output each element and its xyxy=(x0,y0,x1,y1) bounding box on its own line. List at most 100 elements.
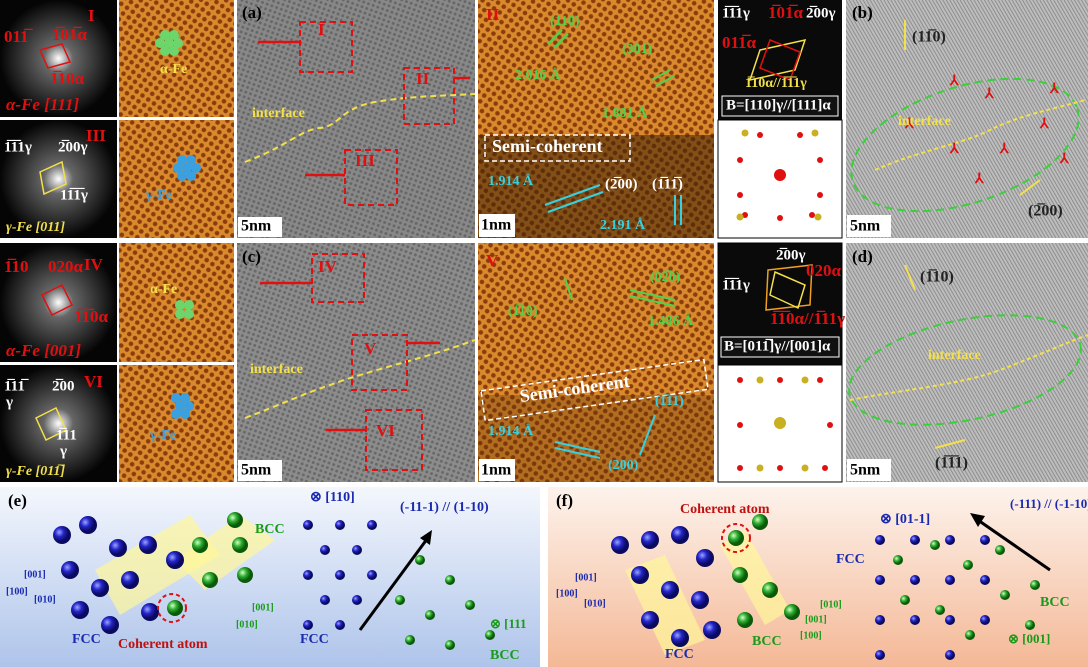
atom xyxy=(303,620,313,630)
atom xyxy=(737,422,743,428)
atom xyxy=(91,579,109,597)
outline xyxy=(970,513,985,527)
group xyxy=(737,132,823,221)
atom xyxy=(164,38,174,48)
atom xyxy=(173,163,183,173)
figure-text: (-111) // (-1-10) xyxy=(1010,496,1088,511)
panel xyxy=(484,134,631,162)
atom xyxy=(965,630,975,640)
outline xyxy=(40,283,74,317)
atom xyxy=(661,581,679,599)
outline xyxy=(765,264,813,311)
atom xyxy=(180,393,190,403)
atom xyxy=(696,549,714,567)
atom xyxy=(741,129,749,137)
panel xyxy=(0,243,117,362)
atom xyxy=(445,575,455,585)
figure-text: ⅄ xyxy=(1039,117,1050,132)
panel xyxy=(847,459,891,481)
atom xyxy=(121,571,139,589)
atom xyxy=(139,536,157,554)
atom xyxy=(900,595,910,605)
figure-text: 1nm xyxy=(481,462,512,479)
figure-text: 1̅11 xyxy=(56,427,77,443)
figure-text: 2̅00γ xyxy=(58,139,88,155)
atom xyxy=(756,464,764,472)
atom xyxy=(367,570,377,580)
panel xyxy=(299,21,353,73)
group: ⅄ ⅄ ⅄ ⅄ ⅄ ⅄ ⅄ ⅄ ⅄ xyxy=(904,74,1070,187)
panel xyxy=(0,118,234,120)
figure-text: [010] xyxy=(34,594,56,605)
figure-text: ⅄ xyxy=(984,87,995,102)
atom xyxy=(980,575,990,585)
atom xyxy=(737,612,753,628)
panel xyxy=(403,67,455,125)
atom xyxy=(631,566,649,584)
atom xyxy=(980,535,990,545)
atom xyxy=(232,537,248,553)
figure-text: (f) xyxy=(556,491,573,510)
panel xyxy=(479,214,515,237)
figure-text: γ-Fe [011] xyxy=(6,220,65,235)
line-marker xyxy=(651,69,671,81)
atom xyxy=(160,46,170,56)
atom xyxy=(797,132,803,138)
panel xyxy=(119,0,234,117)
figure-text: (d) xyxy=(852,247,873,266)
figure-text: 020α xyxy=(806,261,842,280)
group xyxy=(737,377,833,471)
figure-text: III xyxy=(86,126,106,145)
outline xyxy=(759,39,801,81)
atom xyxy=(445,640,455,650)
atom xyxy=(335,520,345,530)
figure-text: (301) xyxy=(622,42,653,57)
atom xyxy=(875,535,885,545)
line-marker xyxy=(934,439,966,449)
panel xyxy=(237,0,475,238)
atom xyxy=(192,537,208,553)
atom xyxy=(485,630,495,640)
atom xyxy=(980,615,990,625)
atom xyxy=(822,465,828,471)
figure-text: [001] xyxy=(24,569,46,580)
atom xyxy=(303,570,313,580)
panel xyxy=(238,217,282,237)
figure-text: (1̅10) xyxy=(920,268,954,286)
line-marker xyxy=(564,277,573,301)
atom xyxy=(875,615,885,625)
atom xyxy=(109,539,127,557)
group xyxy=(547,29,675,87)
group xyxy=(736,129,822,221)
figure-text: [001] xyxy=(575,572,597,583)
figure-text: FCC xyxy=(300,632,329,647)
atom xyxy=(237,567,253,583)
group xyxy=(155,30,183,56)
atom xyxy=(175,401,185,411)
atom xyxy=(784,604,800,620)
atom xyxy=(173,38,183,48)
figure-text: II xyxy=(416,69,430,88)
atom xyxy=(167,600,183,616)
outline xyxy=(748,38,807,82)
figure-text: 2̅00γ xyxy=(776,247,806,263)
figure-text: (a) xyxy=(242,3,262,22)
atom xyxy=(177,155,187,165)
atom xyxy=(641,611,659,629)
atom xyxy=(182,163,192,173)
figure-text: (1̅10) xyxy=(508,303,538,319)
atom xyxy=(737,377,743,383)
atom xyxy=(945,615,955,625)
line-marker xyxy=(655,75,675,87)
panel xyxy=(846,243,1088,482)
figure-text: ⊗ [001] xyxy=(1008,631,1050,646)
panel xyxy=(365,409,423,471)
figure-text: α-Fe [001] xyxy=(6,341,81,360)
panel xyxy=(721,95,839,117)
atom xyxy=(367,520,377,530)
atom xyxy=(875,575,885,585)
atom xyxy=(157,593,187,623)
atom xyxy=(691,591,709,609)
figure-text: [010] xyxy=(820,599,842,610)
atom xyxy=(186,155,196,165)
